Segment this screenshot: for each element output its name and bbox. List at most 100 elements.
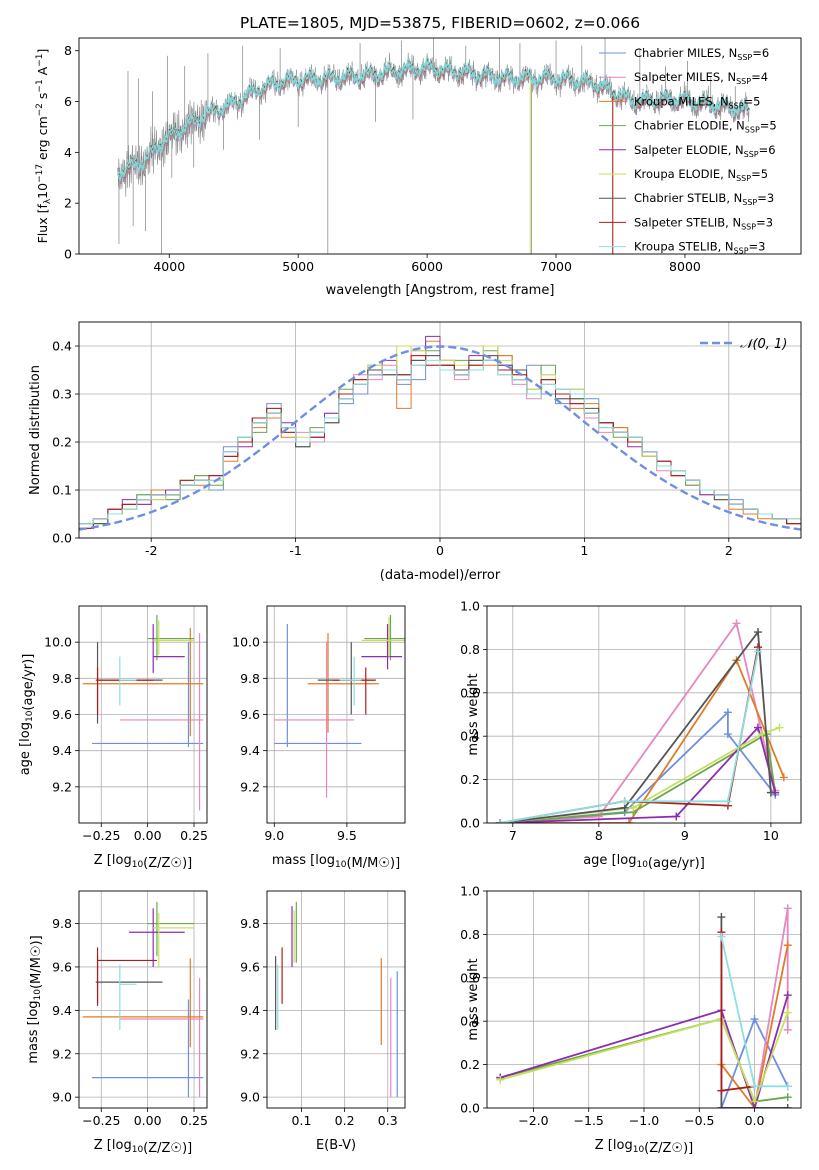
y-tick-label: 0.4 — [460, 729, 480, 744]
plot-area — [495, 619, 788, 823]
axes: 4000 5000 6000 7000 8000 0 2 4 6 8 — [64, 43, 701, 274]
weight-marker — [672, 812, 681, 821]
x-axis-label: Z [log10(Z/Z☉)] — [94, 1138, 192, 1156]
legend-label: Chabrier ELODIE, NSSP=5 — [634, 119, 777, 135]
y-label-part: −1 — [35, 54, 45, 67]
y-tick-label: 9.6 — [52, 707, 72, 722]
x-tick-label: 6000 — [411, 259, 443, 274]
y-tick-label: 9.6 — [52, 959, 72, 974]
legend-name: Chabrier ELODIE, N — [634, 119, 745, 133]
y-tick-label: 0.2 — [52, 435, 72, 450]
plot-area — [275, 901, 398, 1098]
y-tick-label: 10.0 — [232, 635, 260, 650]
plot-area — [82, 615, 204, 811]
y-tick-label: 0.4 — [460, 1014, 480, 1029]
legend-label: Kroupa MILES, NSSP=5 — [634, 94, 760, 110]
legend-name: Kroupa STELIB, N — [634, 240, 734, 254]
weight-marker — [496, 1075, 505, 1084]
label-part: log — [112, 853, 132, 868]
weight-marker — [717, 932, 726, 941]
plot-area — [117, 38, 750, 254]
y-tick-label: 9.0 — [52, 1090, 72, 1105]
x-tick-label: 0.25 — [180, 1113, 208, 1128]
label-subscript: 10 — [633, 1145, 645, 1155]
weight-marker — [620, 797, 629, 806]
y-tick-label: 0.3 — [52, 387, 72, 402]
weight-marker — [783, 1025, 792, 1034]
weight-marker — [750, 1015, 759, 1024]
label-part: (age/yr)] — [21, 654, 36, 711]
y-tick-label: 0.0 — [460, 1101, 480, 1116]
x-axis-label: wavelength [Angstrom, rest frame] — [326, 283, 555, 298]
axes: 0.1 0.2 0.3 9.0 9.2 9.4 9.6 9.8 — [240, 916, 398, 1128]
residual-histogram — [79, 355, 801, 538]
label-part: (Z/Z☉)] — [143, 1141, 192, 1156]
y-tick-label: 9.8 — [240, 916, 260, 931]
legend-count: =5 — [744, 94, 761, 108]
weight-marker — [750, 1082, 759, 1091]
y-tick-label: 9.2 — [240, 1046, 260, 1061]
legend-count: =4 — [751, 70, 768, 84]
age-vs-mass-panel: 9.0 9.5 9.2 9.4 9.6 9.8 10.0 mass [log10(M/M☉)] — [232, 605, 406, 871]
y-tick-label: 0.6 — [460, 970, 480, 985]
y-axis-label: mass weight — [466, 958, 481, 1040]
x-tick-label: 0.3 — [378, 1113, 398, 1128]
x-tick-label: −0.25 — [82, 1113, 120, 1128]
weight-marker — [753, 647, 762, 656]
label-part: Z [ — [94, 853, 112, 868]
legend-label: Salpeter ELODIE, NSSP=6 — [634, 143, 776, 159]
legend-subscript: SSP — [742, 198, 757, 207]
x-tick-label: −1.5 — [574, 1113, 604, 1128]
axes: -2 -1 0 1 2 0.0 0.1 0.2 0.3 0.4 — [52, 339, 733, 559]
label-part: age [ — [18, 742, 33, 775]
weight-marker — [779, 773, 788, 782]
label-part: Z [ — [94, 1138, 112, 1153]
mass-vs-extinction-panel: 0.1 0.2 0.3 9.0 9.2 9.4 9.6 9.8 E(B-V) — [240, 890, 406, 1153]
legend-label: Chabrier MILES, NSSP=6 — [634, 46, 769, 62]
y-label-part: −2 — [35, 103, 45, 116]
axes-frame — [78, 321, 802, 539]
y-label-part: λ — [43, 198, 53, 204]
label-part: (M/M☉)] — [346, 856, 400, 871]
x-axis-label: E(B-V) — [316, 1138, 356, 1153]
y-tick-label: 9.4 — [240, 743, 260, 758]
y-tick-label: 0.0 — [460, 816, 480, 831]
x-tick-label: −2.0 — [518, 1113, 548, 1128]
residual-histogram — [79, 359, 801, 538]
y-axis-label: mass [log10(M/M☉)] — [26, 935, 44, 1063]
legend-count: =6 — [759, 143, 776, 157]
y-tick-label: 9.8 — [52, 671, 72, 686]
x-tick-label: 0.0 — [745, 1113, 765, 1128]
x-tick-label: 0.2 — [335, 1113, 355, 1128]
y-label-part: −1 — [35, 79, 45, 92]
plot-area — [496, 904, 792, 1108]
weight-marker — [758, 730, 767, 739]
label-part: log — [18, 722, 33, 742]
label-part: log — [112, 1138, 132, 1153]
legend-count: =5 — [751, 167, 768, 181]
y-tick-label: 4 — [64, 145, 72, 160]
weight-vs-metallicity-panel: −2.0 −1.5 −1.0 −0.5 0.0 0.0 0.2 0.4 0.6 0.8 1.0 Z [… — [460, 884, 802, 1156]
y-tick-label: 9.4 — [52, 1003, 72, 1018]
weight-marker — [766, 788, 775, 797]
y-tick-label: 0.1 — [52, 483, 72, 498]
weight-marker — [750, 1104, 759, 1108]
weight-marker — [753, 723, 762, 732]
y-tick-label: 9.2 — [52, 1046, 72, 1061]
plot-area — [79, 335, 801, 538]
age-vs-metallicity-panel: −0.25 0.00 0.259.29.49.69.810.0Z [log10(Z/… — [18, 605, 208, 871]
label-part: E(B-V) — [316, 1138, 356, 1153]
plot-area — [274, 615, 405, 798]
y-tick-label: 2 — [64, 196, 72, 211]
label-part: Z [ — [595, 1138, 613, 1153]
y-tick-label: 9.2 — [52, 779, 72, 794]
spectrum-panel: 4000 5000 6000 7000 8000 0 2 4 6 8 wavelength [Ang… — [35, 37, 802, 298]
label-part: log — [617, 853, 637, 868]
label-subscript: 10 — [25, 710, 35, 722]
label-part: log — [26, 1000, 41, 1020]
y-tick-label: 0.0 — [52, 531, 72, 546]
y-tick-label: 9.8 — [52, 916, 72, 931]
legend-count: =3 — [749, 240, 766, 254]
